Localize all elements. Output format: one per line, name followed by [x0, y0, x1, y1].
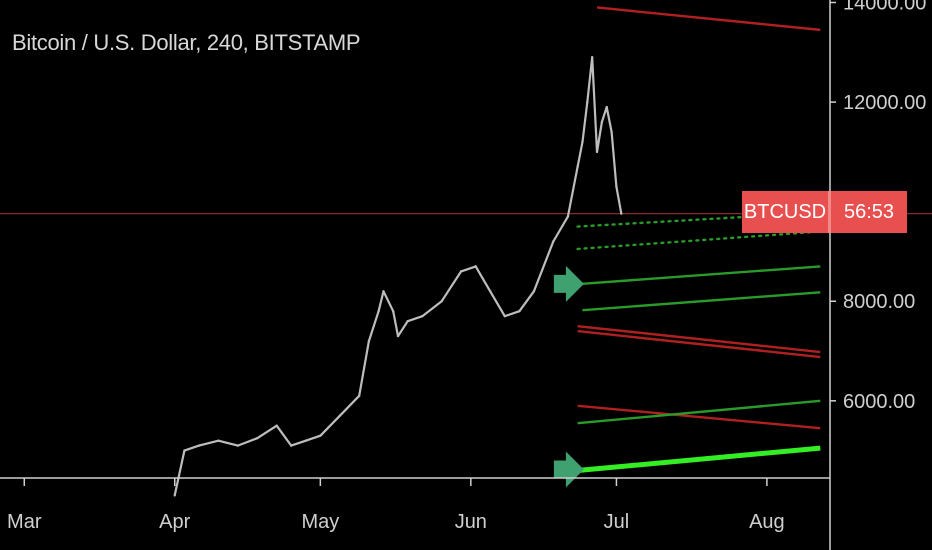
price-point	[391, 309, 395, 313]
price-point	[256, 436, 259, 440]
trendline-bright[interactable]	[577, 445, 821, 474]
price-point	[615, 185, 618, 188]
trendline-down[interactable]	[577, 404, 821, 430]
x-tick-label: Mar	[7, 511, 42, 533]
price-point	[183, 449, 186, 452]
price-point	[304, 439, 307, 442]
price-point	[275, 424, 278, 427]
price-point	[605, 105, 608, 109]
x-tick-label: Aug	[749, 511, 785, 533]
price-point	[396, 334, 400, 338]
price-point	[459, 270, 463, 273]
trendline-down[interactable]	[577, 324, 821, 354]
price-point	[590, 56, 594, 59]
y-tick-label: 14000.00	[843, 0, 926, 14]
price-point	[620, 212, 623, 215]
price-point	[338, 414, 341, 417]
price-point	[474, 265, 477, 268]
x-tick-label: Jul	[604, 511, 630, 533]
price-point	[518, 309, 521, 313]
current-price-badge: BTCUSD 56:53	[742, 191, 907, 233]
price-point	[382, 290, 385, 293]
price-series-layer	[173, 56, 623, 497]
price-point	[586, 100, 589, 104]
symbol-label: BTCUSD	[742, 191, 828, 233]
x-tick-label: Jun	[455, 511, 487, 533]
right-arrow-icon	[553, 265, 584, 302]
price-point	[552, 240, 555, 243]
y-tick-label: 6000.00	[843, 391, 915, 413]
chart-title: Bitcoin / U.S. Dollar, 240, BITSTAMP	[12, 30, 361, 55]
price-point	[357, 394, 361, 398]
price-point	[421, 314, 424, 318]
price-point	[197, 444, 201, 447]
price-point	[532, 290, 536, 293]
price-point	[236, 444, 240, 447]
trendline-up[interactable]	[582, 265, 821, 286]
trendline-up[interactable]	[576, 230, 822, 251]
price-point	[595, 150, 599, 154]
y-tick-label: 8000.00	[843, 291, 915, 313]
trendline-down[interactable]	[596, 6, 821, 32]
price-point	[290, 444, 293, 447]
trendline-down[interactable]	[577, 329, 821, 359]
price-point	[576, 165, 579, 169]
x-tick-label: May	[301, 511, 339, 533]
badge-divider	[828, 191, 831, 233]
price-point	[217, 439, 220, 442]
trendline-up[interactable]	[577, 399, 821, 425]
y-tick-label: 12000.00	[843, 92, 926, 114]
price-point	[503, 314, 506, 318]
price-point	[406, 319, 409, 323]
price-series-line	[173, 56, 623, 496]
price-point	[367, 339, 371, 343]
price-point	[489, 290, 492, 293]
price-point	[610, 130, 613, 134]
price-point	[581, 140, 584, 144]
price-point	[377, 309, 380, 313]
trendline-up[interactable]	[582, 291, 821, 312]
bar-countdown: 56:53	[831, 191, 907, 233]
price-point	[600, 120, 604, 124]
price-point	[173, 494, 176, 497]
x-tick-label: Apr	[159, 511, 190, 533]
price-point	[566, 215, 570, 218]
price-point	[319, 434, 322, 437]
price-point	[440, 300, 443, 303]
